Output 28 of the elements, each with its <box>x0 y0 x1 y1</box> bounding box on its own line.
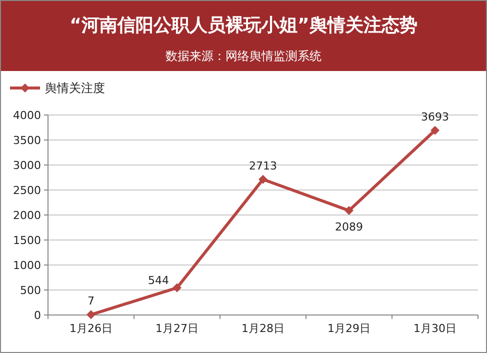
y-tick-label: 2500 <box>13 184 41 197</box>
y-tick-label: 3000 <box>13 159 41 172</box>
y-tick-label: 2000 <box>13 209 41 222</box>
point <box>344 206 354 216</box>
y-tick-label: 3500 <box>13 134 41 147</box>
data-label: 3693 <box>421 110 449 124</box>
point <box>258 174 268 184</box>
data-label: 2089 <box>335 220 363 234</box>
y-tick-label: 0 <box>34 309 41 322</box>
legend-label: 舆情关注度 <box>45 81 105 95</box>
y-tick-label: 1000 <box>13 259 41 272</box>
y-tick-label: 4000 <box>13 109 41 122</box>
point <box>86 310 96 320</box>
x-tick-label: 1月28日 <box>242 322 284 335</box>
point <box>172 283 182 292</box>
chart-title: “河南信阳公职人员裸玩小姐”舆情关注态势 <box>70 15 418 36</box>
x-tick-label: 1月29日 <box>328 322 370 335</box>
x-tick-label: 1月30日 <box>414 322 456 335</box>
legend: 舆情关注度 <box>10 81 105 95</box>
x-tick-label: 1月26日 <box>70 322 112 335</box>
point <box>430 126 440 135</box>
data-label: 544 <box>148 274 169 287</box>
y-tick-label: 1500 <box>13 234 41 247</box>
data-label: 7 <box>88 294 94 308</box>
data-label: 2713 <box>249 159 277 172</box>
y-tick-label: 500 <box>20 284 41 297</box>
x-tick-label: 1月27日 <box>156 322 198 335</box>
chart-subtitle: 数据来源：网络舆情监测系统 <box>166 49 322 63</box>
